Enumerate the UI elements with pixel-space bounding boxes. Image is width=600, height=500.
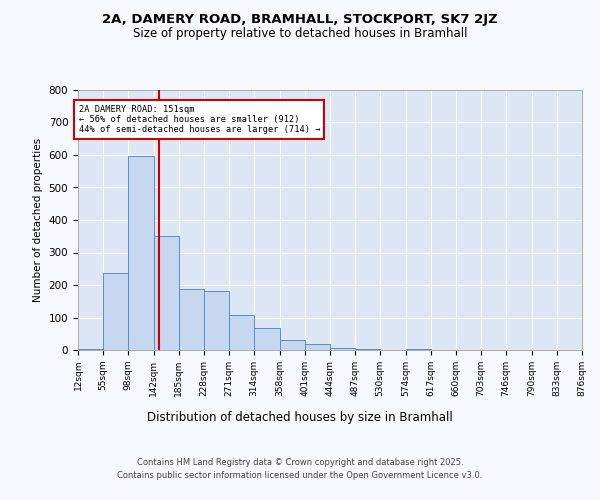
Text: Size of property relative to detached houses in Bramhall: Size of property relative to detached ho… [133, 28, 467, 40]
Text: 2A, DAMERY ROAD, BRAMHALL, STOCKPORT, SK7 2JZ: 2A, DAMERY ROAD, BRAMHALL, STOCKPORT, SK… [102, 12, 498, 26]
Text: 2A DAMERY ROAD: 151sqm
← 56% of detached houses are smaller (912)
44% of semi-de: 2A DAMERY ROAD: 151sqm ← 56% of detached… [79, 104, 320, 134]
Bar [103, 272, 128, 350]
Bar [128, 156, 154, 350]
Bar [204, 291, 229, 350]
Bar [330, 348, 355, 350]
Text: Distribution of detached houses by size in Bramhall: Distribution of detached houses by size … [147, 411, 453, 424]
Bar [229, 315, 254, 350]
Bar [254, 328, 280, 350]
Bar [179, 289, 204, 350]
Text: Contains public sector information licensed under the Open Government Licence v3: Contains public sector information licen… [118, 470, 482, 480]
Bar [154, 236, 179, 350]
Bar [280, 340, 305, 350]
Y-axis label: Number of detached properties: Number of detached properties [33, 138, 43, 302]
Text: Contains HM Land Registry data © Crown copyright and database right 2025.: Contains HM Land Registry data © Crown c… [137, 458, 463, 467]
Bar [305, 344, 330, 350]
